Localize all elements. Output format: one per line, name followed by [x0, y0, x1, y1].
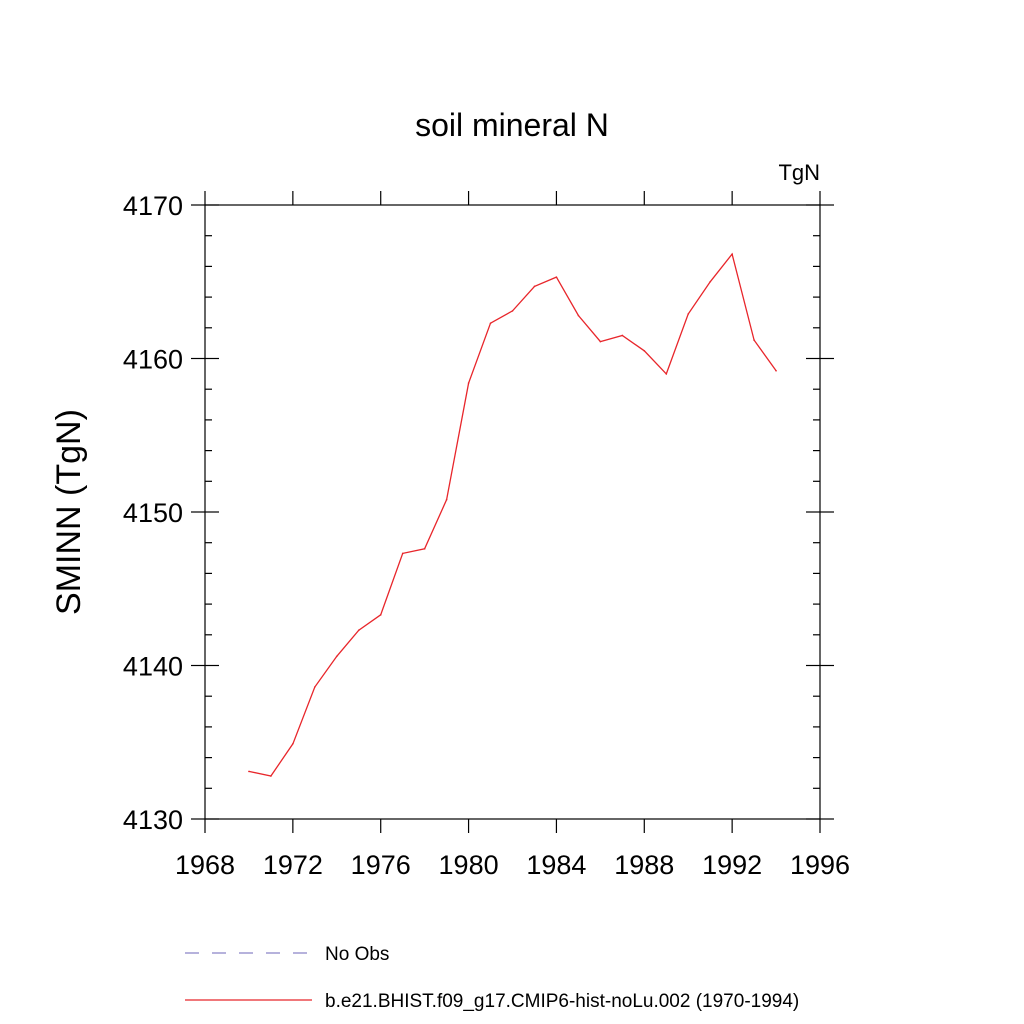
- data-point: [292, 742, 294, 745]
- data-point: [775, 369, 777, 372]
- y-tick-label: 4160: [123, 345, 183, 375]
- data-point: [270, 775, 272, 777]
- data-point: [335, 655, 338, 658]
- y-axis-label: SMINN (TgN): [50, 409, 88, 615]
- x-tick-label: 1988: [614, 850, 674, 880]
- y-tick-label: 4140: [123, 652, 183, 682]
- data-point: [731, 253, 733, 255]
- data-point: [314, 686, 316, 688]
- data-point: [555, 276, 558, 278]
- data-point: [577, 314, 580, 317]
- legend: No Obs b.e21.BHIST.f09_g17.CMIP6-hist-noL…: [185, 944, 799, 1012]
- x-tick-label: 1996: [790, 850, 850, 880]
- chart-title: soil mineral N: [415, 107, 609, 143]
- data-point: [467, 382, 470, 384]
- data-point: [753, 339, 755, 341]
- data-point: [445, 498, 448, 501]
- x-tick-label: 1968: [175, 850, 235, 880]
- x-tick-label: 1972: [263, 850, 323, 880]
- data-point: [665, 373, 668, 375]
- x-tick-label: 1992: [702, 850, 762, 880]
- data-point: [379, 614, 382, 616]
- series-layer: [248, 252, 777, 777]
- y-tick-label: 4130: [123, 805, 183, 835]
- series-line-1: [248, 252, 777, 777]
- y-tick-label: 4170: [123, 191, 183, 221]
- data-point: [533, 285, 536, 288]
- legend-label: No Obs: [325, 944, 389, 965]
- data-point: [511, 310, 514, 312]
- data-point: [621, 334, 624, 337]
- data-point: [687, 313, 690, 315]
- data-point: [709, 280, 711, 283]
- y-axis: 4130 4140 4150 4160 4170: [123, 191, 834, 835]
- x-tick-label: 1984: [526, 850, 586, 880]
- data-point: [599, 340, 602, 343]
- legend-label: b.e21.BHIST.f09_g17.CMIP6-hist-noLu.002 …: [325, 991, 799, 1012]
- data-point: [643, 350, 646, 352]
- data-point: [401, 552, 404, 555]
- units-label: TgN: [778, 160, 820, 185]
- y-tick-label: 4150: [123, 498, 183, 528]
- plot-frame: [204, 204, 821, 820]
- plot-area: [204, 204, 821, 820]
- x-tick-label: 1976: [351, 850, 411, 880]
- data-point: [489, 322, 492, 324]
- data-point: [423, 548, 426, 550]
- data-point: [357, 629, 360, 631]
- data-point: [248, 770, 250, 773]
- x-axis: 1968 1972 1976 1980 1984 1988 1992 1996: [175, 191, 850, 880]
- x-tick-label: 1980: [439, 850, 499, 880]
